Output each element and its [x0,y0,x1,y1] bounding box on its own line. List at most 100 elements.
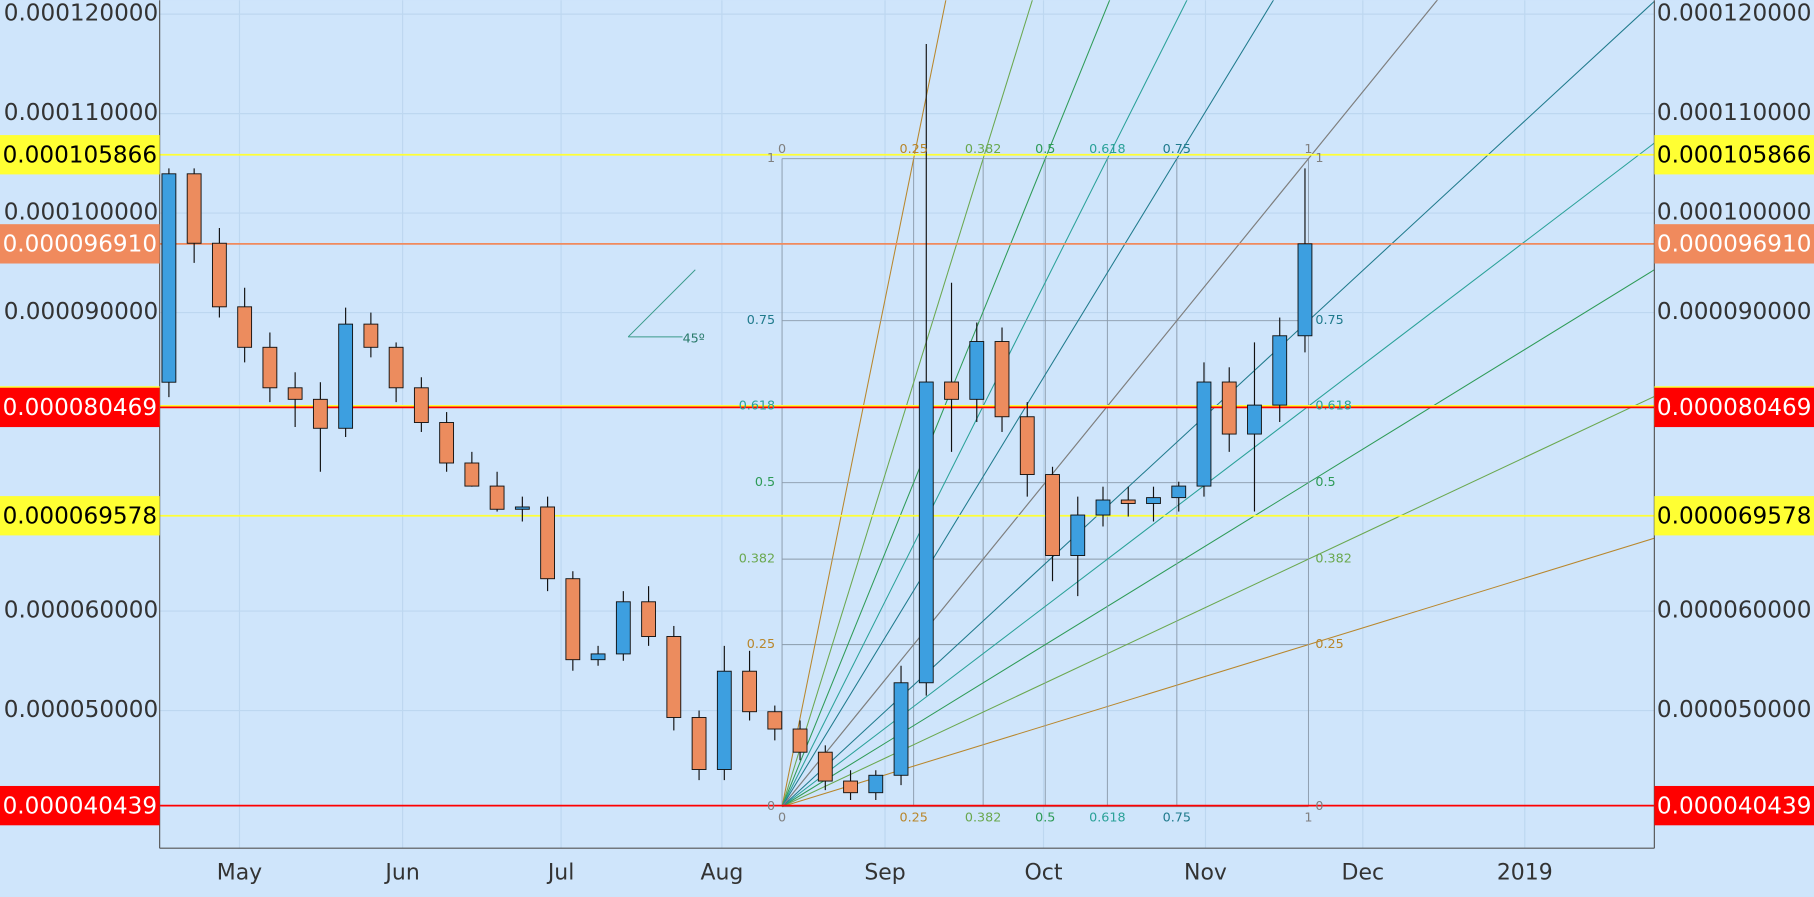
candle-body [439,422,455,464]
candle-body [1221,381,1237,435]
fan-line [781,0,947,807]
fan-line [781,0,1655,808]
candle-body [413,387,429,423]
fib-label: 0.25 [747,636,775,651]
candle-body [843,780,858,794]
x-tick-label: May [217,861,262,886]
price-tag-label: 0.000105866 [1657,142,1811,168]
candle-body [1070,514,1086,556]
candle-body [312,398,328,429]
x-tick-label: Nov [1184,861,1227,886]
price-tag [0,387,160,428]
fib-label: 0.25 [899,141,927,156]
fan-line [781,0,1188,807]
price-tag-label: 0.000080469 [1657,395,1811,421]
fib-label: 0.618 [739,398,775,413]
fan-line [781,0,1275,807]
candle-body [742,670,757,713]
price-tag-label: 0.000080469 [3,395,157,421]
price-tag [1654,387,1814,428]
candle-body [186,173,202,244]
price-tag [0,135,160,175]
candle-body [767,711,783,730]
fib-label: 1 [767,150,775,165]
candle-body [1196,381,1212,487]
fan-line [781,395,1655,808]
fib-label: 0.75 [1163,810,1191,825]
y-tick-label: 0.000090000 [4,299,158,325]
fib-label: 0.5 [1035,141,1055,156]
y-tick-label: 0.000050000 [4,697,158,723]
candle-body [893,682,909,776]
candle-body [666,636,682,718]
fib-label: 0 [1315,798,1323,813]
candle-body [489,485,505,510]
fan-line [781,142,1655,808]
candle-body [817,751,833,782]
candle-body [363,323,379,348]
angle-line [627,269,696,338]
candle-body [1045,474,1060,556]
grid [159,0,1655,849]
fib-label: 1 [1304,810,1312,825]
x-tick-label: Aug [700,861,743,886]
fib-label: 0.5 [1315,474,1335,489]
fib-label: 0.382 [965,141,1001,156]
price-tag-label: 0.000096910 [1657,231,1811,257]
price-tag [1654,496,1814,536]
candle-body [615,601,631,655]
candle-body [388,346,404,389]
candle-body [1019,416,1035,476]
candle-body [540,506,555,580]
candle-body [792,728,808,753]
fib-label: 0.25 [899,810,927,825]
fib-label: 0.618 [1315,398,1351,413]
x-tick-label: Jun [383,861,419,886]
x-tick-label: Oct [1025,861,1063,886]
annotation: 45º [683,331,705,346]
candle-body [868,774,884,794]
x-tick-label: 2019 [1497,861,1553,886]
candle-body [161,173,177,383]
candle-body [716,670,732,770]
candle-body [1272,335,1288,406]
fib-label: 0.75 [1163,141,1191,156]
fan-line [781,269,1655,808]
candle-body [211,242,227,308]
candle-body [338,323,354,429]
fib-label: 0.382 [1315,551,1351,566]
candle-body [641,601,656,637]
x-tick-label: Jul [546,861,575,886]
y-tick-label: 0.000120000 [1657,1,1811,27]
y-tick-label: 0.000120000 [4,1,158,27]
fib-label: 0 [767,798,775,813]
fib-label: 0.5 [755,474,775,489]
price-tag [1654,785,1814,826]
fib-label: 1 [1304,141,1312,156]
candle-body [944,381,959,400]
price-tag-label: 0.000040439 [1657,793,1811,819]
price-tag [1654,135,1814,175]
y-tick-label: 0.000060000 [1657,598,1811,624]
price-tag [0,496,160,536]
price-tag [1654,224,1814,264]
fib-label: 0.75 [1315,312,1343,327]
candle-body [262,346,278,389]
candle-body [287,387,303,400]
price-tag-label: 0.000105866 [3,142,157,168]
candle-body [237,306,253,348]
candle-body [1146,497,1161,504]
y-tick-label: 0.000100000 [4,200,158,226]
y-tick-label: 0.000060000 [4,598,158,624]
price-tag-label: 0.000040439 [3,793,157,819]
x-tick-label: Dec [1342,861,1385,886]
fib-label: 0.25 [1315,636,1343,651]
fib-label: 1 [1315,150,1323,165]
fib-label: 0.618 [1089,810,1125,825]
price-tag-label: 0.000069578 [1657,503,1811,529]
price-tag [0,224,160,264]
candle-body [1120,499,1136,504]
candle-body [1171,485,1187,499]
candle-body [969,341,985,400]
